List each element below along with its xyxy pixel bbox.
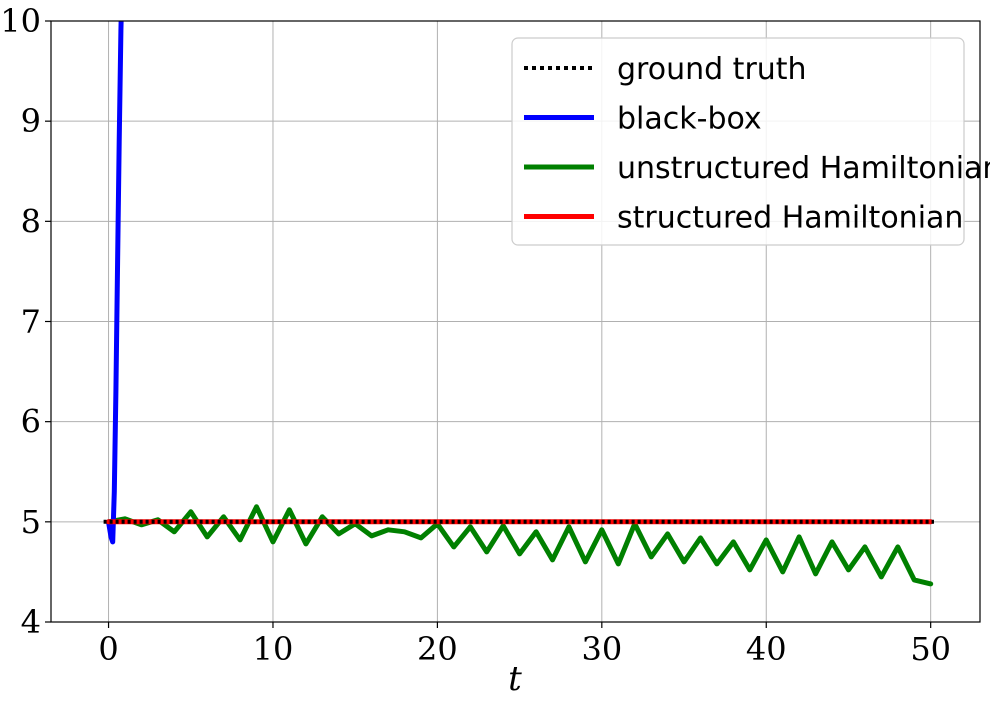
y-axis-ticks: 4 5 6 7 8 9 10 [0, 2, 51, 641]
x-tick-label: 10 [253, 630, 294, 668]
x-tick-label: 30 [581, 630, 622, 668]
x-axis-label: t [508, 659, 522, 699]
legend-label: ground truth [617, 52, 807, 87]
x-tick-label: 40 [746, 630, 787, 668]
y-tick-label: 7 [21, 303, 41, 341]
series-line-1 [106, 21, 124, 545]
legend-box [511, 37, 965, 246]
y-tick-label: 8 [21, 202, 41, 240]
y-tick-label: 5 [21, 503, 41, 541]
series-layer [103, 21, 934, 587]
legend-label: black-box [617, 102, 762, 137]
series-line-2 [106, 504, 934, 587]
legend: ground truth black-box unstructured Hamilt… [511, 37, 990, 246]
legend-label: structured Hamiltonian [617, 201, 963, 236]
x-tick-label: 0 [98, 630, 118, 668]
x-tick-label: 20 [417, 630, 458, 668]
y-tick-label: 4 [21, 603, 41, 641]
y-tick-label: 9 [21, 102, 41, 140]
y-tick-label: 6 [21, 403, 41, 441]
x-axis-ticks: 0 10 20 30 40 50 [98, 622, 951, 668]
legend-label: unstructured Hamiltonian [617, 151, 990, 186]
y-tick-label: 10 [0, 2, 41, 40]
x-tick-label: 50 [910, 630, 951, 668]
